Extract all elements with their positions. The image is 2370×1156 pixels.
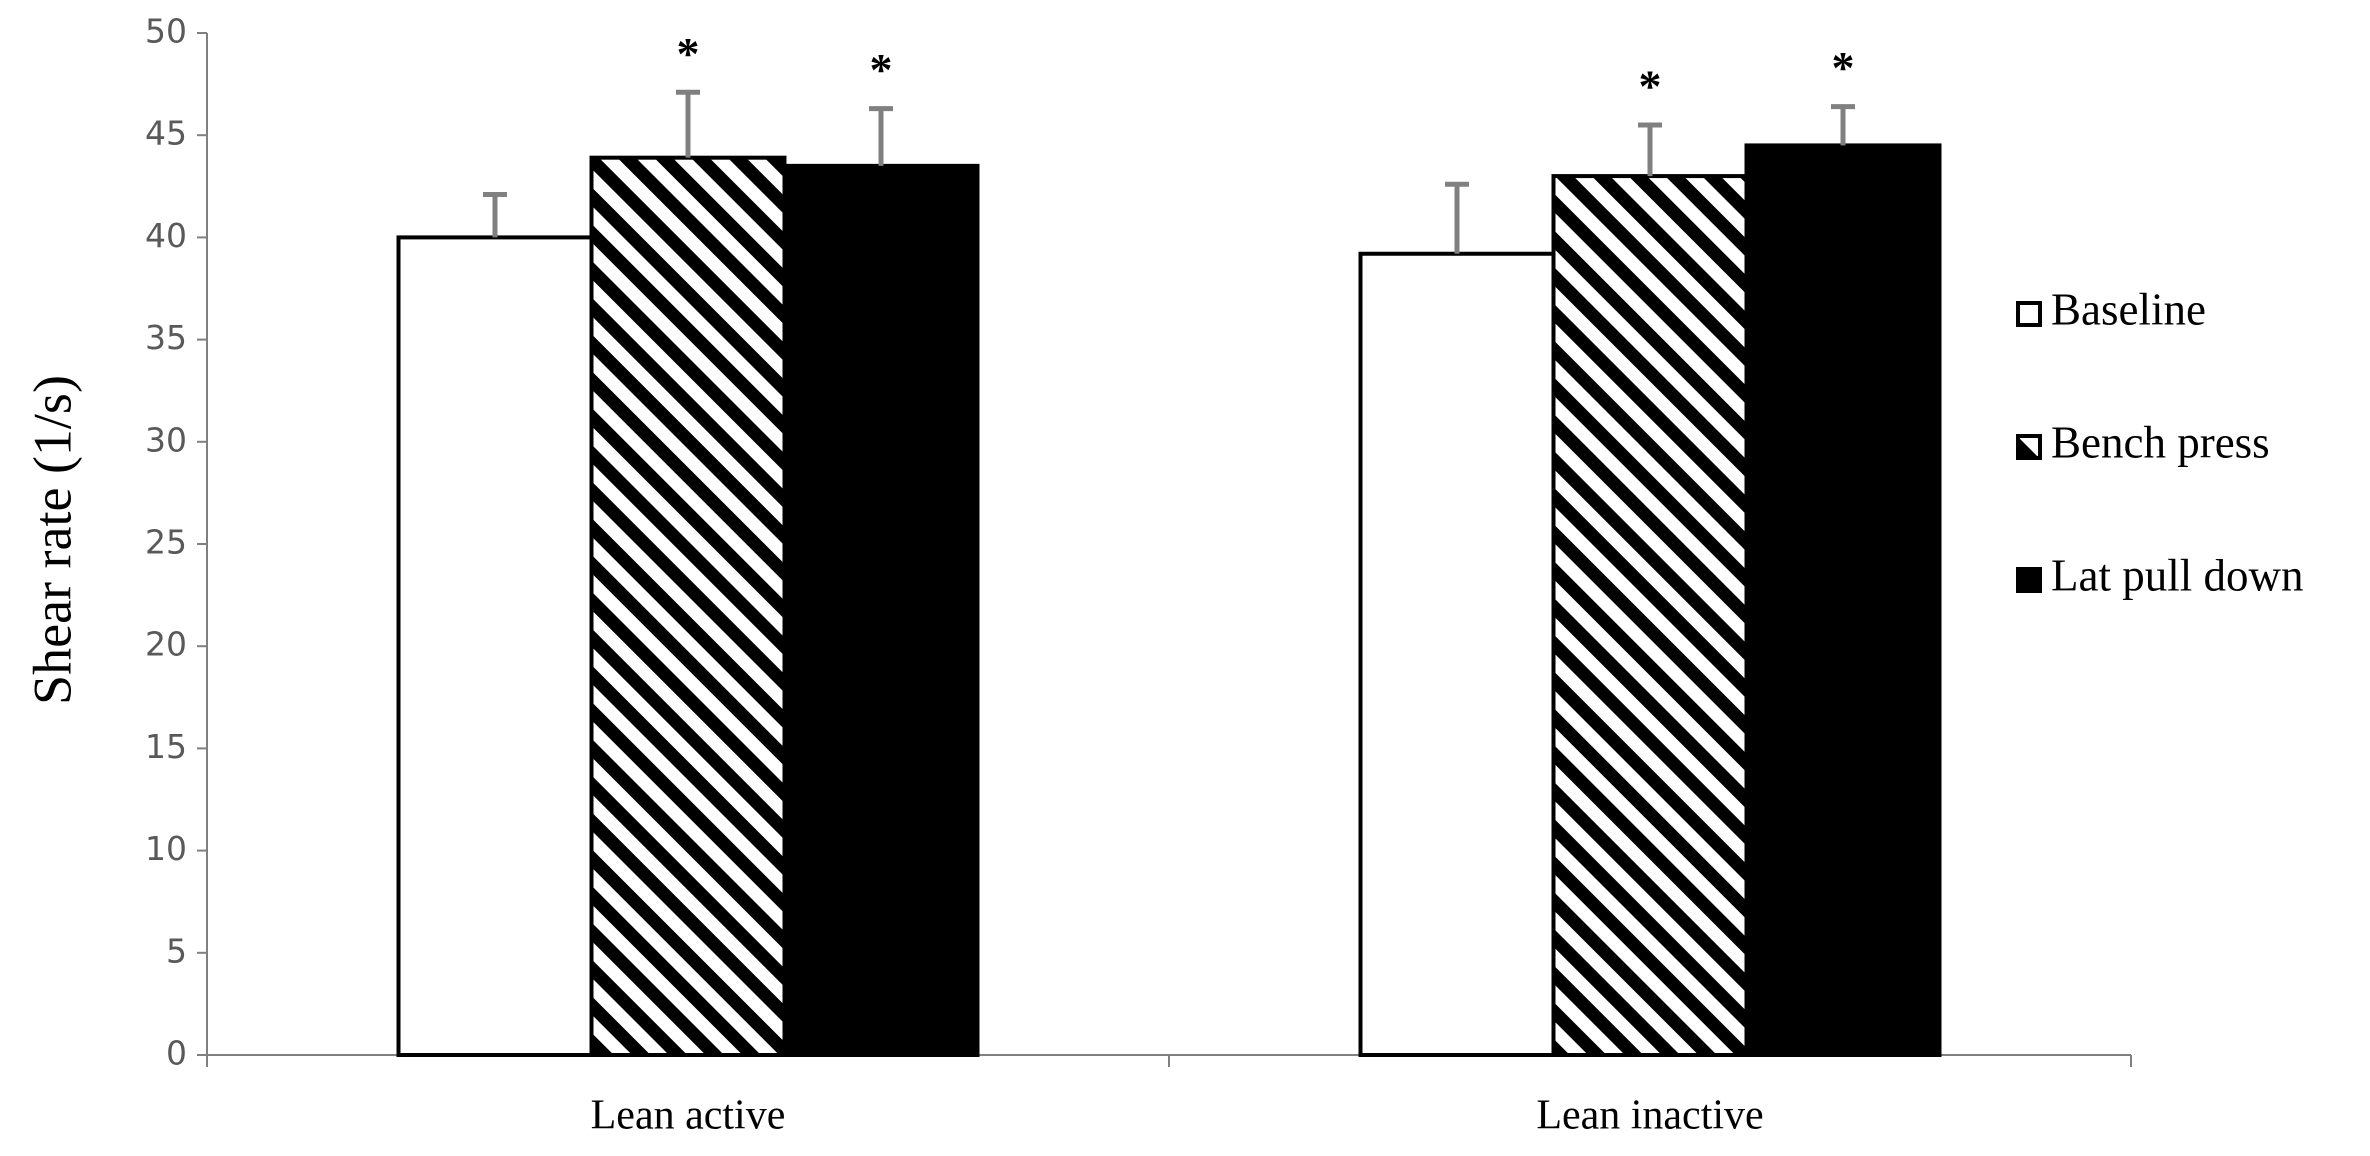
legend-label: Lat pull down xyxy=(2051,550,2303,600)
error-bar xyxy=(483,191,507,238)
bar xyxy=(782,163,980,1058)
y-tick-label: 50 xyxy=(145,12,187,51)
bar xyxy=(1551,174,1749,1057)
error-bar xyxy=(869,106,893,166)
error-bar xyxy=(676,89,700,158)
y-tick-label: 0 xyxy=(166,1034,187,1073)
y-tick-label: 45 xyxy=(145,114,187,153)
significance-marker: * xyxy=(1832,42,1855,93)
legend-swatch xyxy=(2016,434,2042,460)
legend-label: Bench press xyxy=(2051,417,2270,467)
legend-swatch xyxy=(2016,567,2042,593)
y-tick-label: 15 xyxy=(145,727,187,766)
y-tick-label: 5 xyxy=(166,931,187,970)
significance-marker: * xyxy=(1639,61,1662,112)
y-tick-label: 10 xyxy=(145,829,187,868)
y-tick-label: 25 xyxy=(145,523,187,562)
error-bar xyxy=(1831,104,1855,146)
legend-label: Baseline xyxy=(2051,284,2206,334)
bar xyxy=(396,235,594,1057)
error-bar xyxy=(1638,122,1662,177)
x-tick-label: Lean active xyxy=(591,1093,786,1139)
x-tick-label: Lean inactive xyxy=(1536,1093,1763,1139)
error-bar xyxy=(1445,181,1469,254)
significance-marker: * xyxy=(870,44,893,95)
bar xyxy=(589,155,787,1057)
bar xyxy=(1744,143,1942,1058)
y-tick-label: 40 xyxy=(145,216,187,255)
y-tick-label: 30 xyxy=(145,420,187,459)
y-tick-label: 20 xyxy=(145,625,187,664)
legend-swatch xyxy=(2016,301,2042,327)
y-tick-label: 35 xyxy=(145,318,187,357)
y-axis-label: Shear rate (1/s) xyxy=(22,375,82,705)
bar xyxy=(1358,251,1556,1057)
significance-marker: * xyxy=(677,28,700,79)
